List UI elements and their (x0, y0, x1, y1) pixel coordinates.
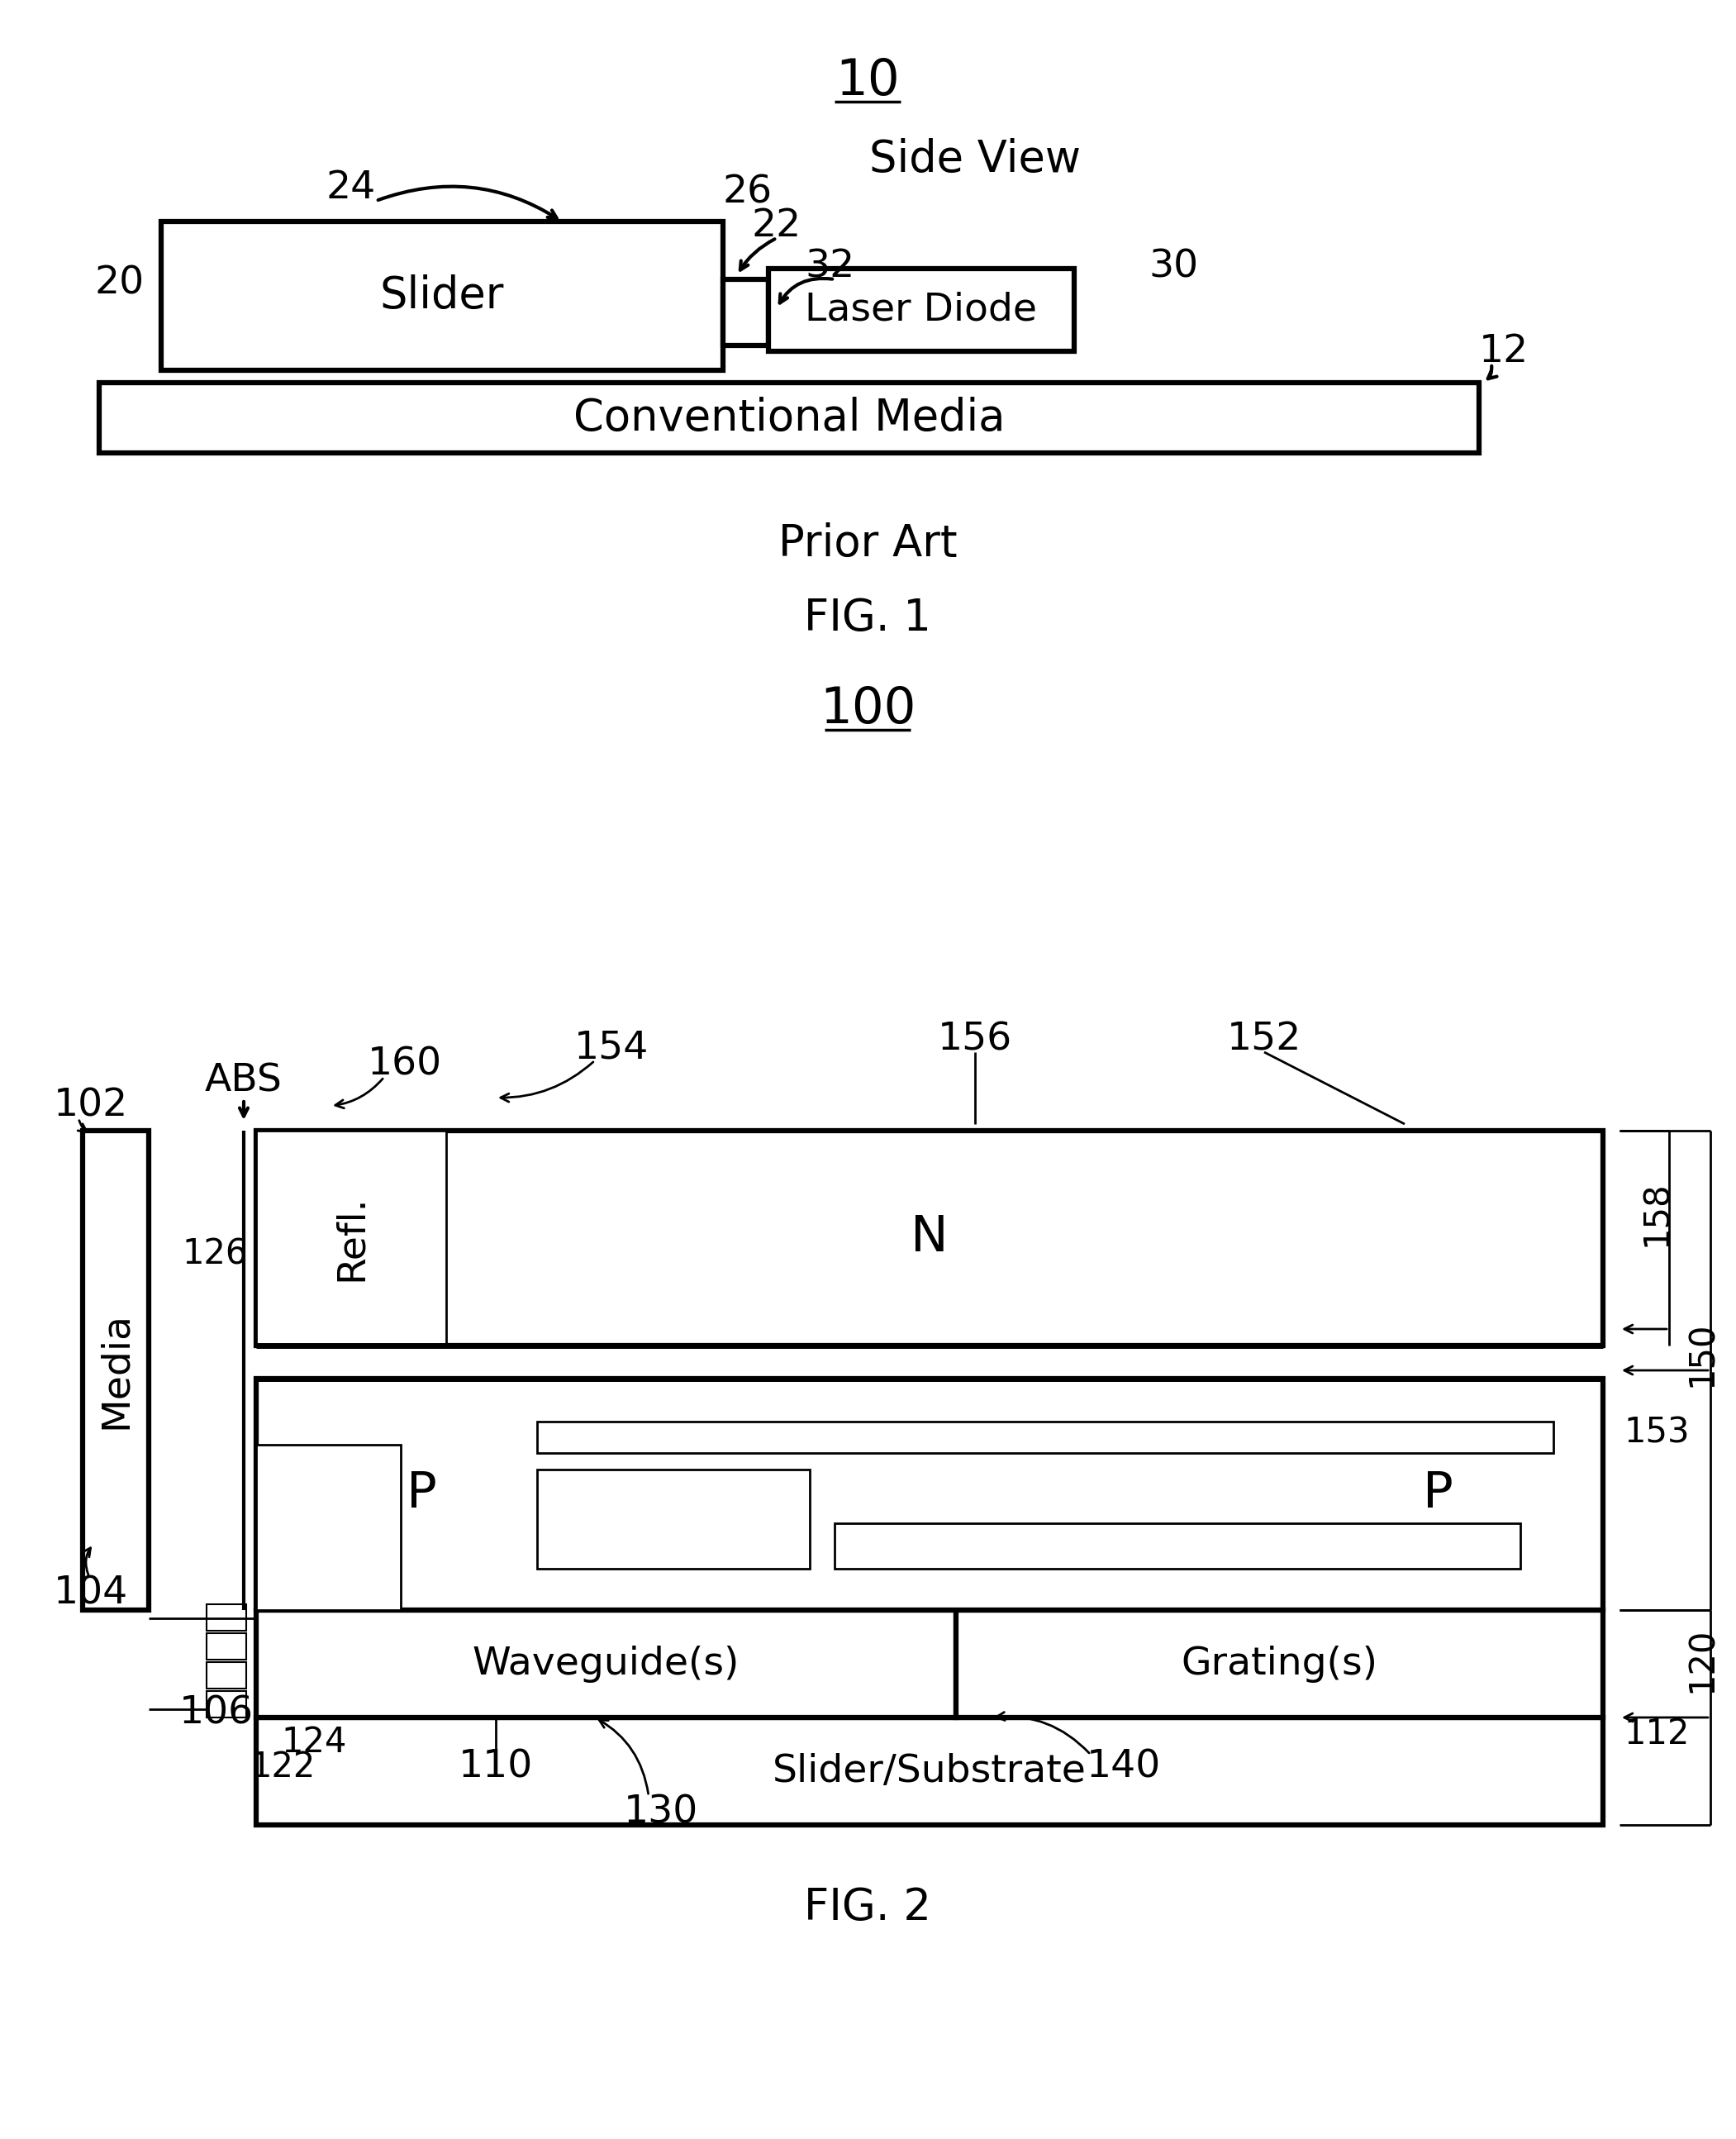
Text: N: N (911, 1213, 948, 1262)
Bar (207, 1662, 247, 1688)
Text: 112: 112 (1623, 1718, 1689, 1752)
Text: Waveguide(s): Waveguide(s) (472, 1645, 740, 1683)
Text: 120: 120 (1684, 1628, 1719, 1692)
Text: 154: 154 (575, 1029, 649, 1067)
Text: ABS: ABS (205, 1063, 283, 1099)
Bar (257, 1611, 957, 1718)
Bar (207, 1692, 247, 1718)
Bar (161, 222, 722, 370)
Text: 32: 32 (806, 248, 856, 287)
Text: 106: 106 (179, 1694, 253, 1733)
Text: Refl.: Refl. (333, 1196, 370, 1281)
Bar (99, 383, 1479, 453)
Text: 156: 156 (937, 1020, 1012, 1059)
Text: 10: 10 (835, 56, 899, 105)
Text: 12: 12 (1479, 334, 1529, 370)
Text: Side View: Side View (870, 139, 1082, 182)
Text: 150: 150 (1684, 1322, 1719, 1386)
Text: 30: 30 (1149, 248, 1198, 287)
Text: 122: 122 (250, 1750, 316, 1784)
Text: Slider: Slider (380, 274, 503, 317)
Text: 158: 158 (1639, 1181, 1674, 1247)
Text: P: P (406, 1469, 437, 1519)
Text: 130: 130 (623, 1795, 698, 1831)
Text: 124: 124 (281, 1724, 347, 1760)
Bar (257, 1132, 1602, 1345)
Bar (957, 1611, 1602, 1718)
Bar (536, 1422, 1554, 1452)
Bar (257, 1380, 1602, 1611)
Text: Laser Diode: Laser Diode (806, 291, 1038, 329)
Text: Grating(s): Grating(s) (1180, 1645, 1378, 1683)
Text: FIG. 2: FIG. 2 (804, 1887, 930, 1929)
Text: 104: 104 (54, 1574, 128, 1613)
Bar (257, 1444, 401, 1611)
Bar (257, 1718, 1602, 1825)
Text: FIG. 1: FIG. 1 (804, 597, 930, 640)
Text: 152: 152 (1227, 1020, 1302, 1059)
Text: 100: 100 (819, 684, 915, 734)
Bar (835, 1523, 1521, 1568)
Text: 140: 140 (1087, 1748, 1161, 1786)
Bar (257, 1132, 446, 1345)
Text: P: P (1422, 1469, 1453, 1519)
Text: Slider/Substrate: Slider/Substrate (773, 1752, 1087, 1790)
Text: 153: 153 (1623, 1416, 1689, 1450)
Text: Conventional Media: Conventional Media (573, 396, 1005, 438)
Bar (83, 1132, 149, 1611)
Text: 26: 26 (722, 173, 773, 212)
Text: Media: Media (97, 1311, 134, 1429)
Text: 160: 160 (368, 1046, 443, 1082)
Bar (722, 280, 769, 347)
Text: 20: 20 (95, 265, 144, 302)
Bar (207, 1604, 247, 1630)
Text: 24: 24 (326, 169, 377, 207)
Bar (536, 1469, 809, 1568)
Text: 102: 102 (54, 1087, 128, 1125)
Bar (769, 270, 1075, 351)
Bar (207, 1634, 247, 1660)
Text: Prior Art: Prior Art (778, 522, 957, 565)
Text: 126: 126 (182, 1236, 248, 1273)
Text: 22: 22 (752, 207, 802, 244)
Text: 110: 110 (458, 1748, 533, 1786)
